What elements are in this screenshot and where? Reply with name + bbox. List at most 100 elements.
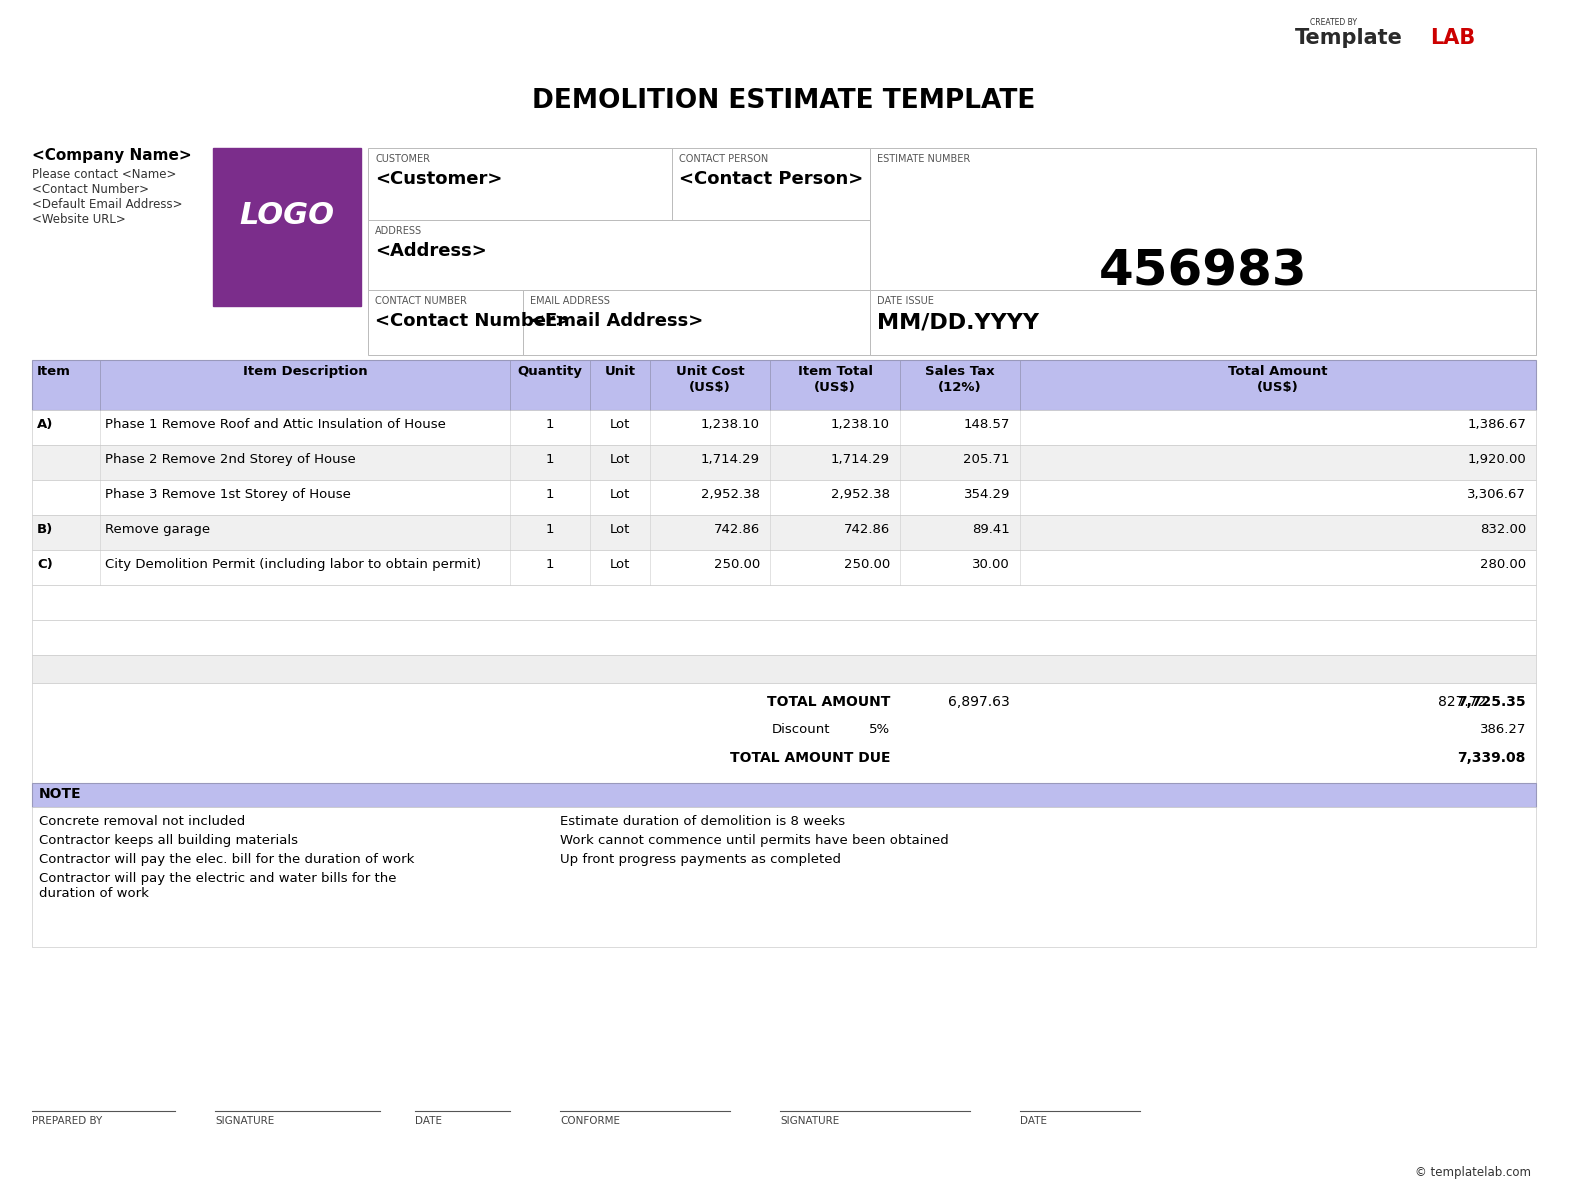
Bar <box>31 807 1536 947</box>
Text: <Contact Number>: <Contact Number> <box>375 312 570 330</box>
Bar <box>31 550 1536 585</box>
Text: TOTAL AMOUNT DUE: TOTAL AMOUNT DUE <box>730 752 890 765</box>
Text: Lot: Lot <box>610 453 631 466</box>
Text: 250.00: 250.00 <box>714 559 759 570</box>
Text: Item: Item <box>38 364 71 378</box>
Text: Item Description: Item Description <box>243 364 367 378</box>
Text: <Company Name>: <Company Name> <box>31 148 191 163</box>
Bar <box>31 445 1536 480</box>
Text: DATE ISSUE: DATE ISSUE <box>877 297 934 306</box>
Text: Contractor will pay the electric and water bills for the
duration of work: Contractor will pay the electric and wat… <box>39 872 397 900</box>
Text: <Email Address>: <Email Address> <box>530 312 703 330</box>
Bar <box>31 655 1536 682</box>
Text: Estimate duration of demolition is 8 weeks: Estimate duration of demolition is 8 wee… <box>560 815 846 828</box>
Text: ESTIMATE NUMBER: ESTIMATE NUMBER <box>877 154 970 164</box>
Text: 1,386.67: 1,386.67 <box>1467 418 1527 431</box>
Bar <box>672 148 869 220</box>
Text: Remove garage: Remove garage <box>105 523 210 536</box>
Text: Unit: Unit <box>604 364 635 378</box>
Text: 2,952.38: 2,952.38 <box>832 488 890 501</box>
Text: <Address>: <Address> <box>375 242 486 260</box>
Text: SIGNATURE: SIGNATURE <box>780 1116 839 1125</box>
Text: 205.71: 205.71 <box>963 453 1010 466</box>
Text: Phase 3 Remove 1st Storey of House: Phase 3 Remove 1st Storey of House <box>105 488 351 501</box>
Text: 386.27: 386.27 <box>1480 723 1527 736</box>
Bar <box>369 289 522 355</box>
Text: CONFORME: CONFORME <box>560 1116 620 1125</box>
Text: A): A) <box>38 418 53 431</box>
Text: 148.57: 148.57 <box>963 418 1010 431</box>
Text: 1,920.00: 1,920.00 <box>1467 453 1527 466</box>
Text: 742.86: 742.86 <box>844 523 890 536</box>
Text: DATE: DATE <box>1020 1116 1047 1125</box>
Text: 280.00: 280.00 <box>1480 559 1527 570</box>
Text: 1,714.29: 1,714.29 <box>832 453 890 466</box>
Text: 30.00: 30.00 <box>973 559 1010 570</box>
Text: LOGO: LOGO <box>240 200 334 230</box>
Bar <box>31 480 1536 515</box>
Text: Lot: Lot <box>610 418 631 431</box>
Text: Phase 1 Remove Roof and Attic Insulation of House: Phase 1 Remove Roof and Attic Insulation… <box>105 418 446 431</box>
Text: Discount: Discount <box>772 723 830 736</box>
Text: 1: 1 <box>546 559 554 570</box>
Text: 1: 1 <box>546 488 554 501</box>
Text: MM/DD.YYYY: MM/DD.YYYY <box>877 312 1039 332</box>
Text: ADDRESS: ADDRESS <box>375 226 422 236</box>
Bar <box>31 682 1536 782</box>
Text: Contractor keeps all building materials: Contractor keeps all building materials <box>39 834 298 847</box>
Bar <box>31 360 1536 410</box>
Text: Lot: Lot <box>610 559 631 570</box>
Text: 7,339.08: 7,339.08 <box>1458 752 1527 765</box>
Text: 1,714.29: 1,714.29 <box>701 453 759 466</box>
Text: 742.86: 742.86 <box>714 523 759 536</box>
Text: C): C) <box>38 559 53 570</box>
Text: CUSTOMER: CUSTOMER <box>375 154 430 164</box>
Text: <Customer>: <Customer> <box>375 170 502 188</box>
Text: Contractor will pay the elec. bill for the duration of work: Contractor will pay the elec. bill for t… <box>39 853 414 866</box>
Bar <box>31 621 1536 655</box>
Text: 1,238.10: 1,238.10 <box>701 418 759 431</box>
Text: Phase 2 Remove 2nd Storey of House: Phase 2 Remove 2nd Storey of House <box>105 453 356 466</box>
Text: EMAIL ADDRESS: EMAIL ADDRESS <box>530 297 610 306</box>
Text: <Default Email Address>: <Default Email Address> <box>31 198 182 211</box>
Text: 827.72: 827.72 <box>1437 696 1486 709</box>
Text: PREPARED BY: PREPARED BY <box>31 1116 102 1125</box>
Text: Lot: Lot <box>610 488 631 501</box>
Text: 89.41: 89.41 <box>973 523 1010 536</box>
Text: Lot: Lot <box>610 523 631 536</box>
Text: 1: 1 <box>546 453 554 466</box>
Text: NOTE: NOTE <box>39 787 82 802</box>
Text: © templatelab.com: © templatelab.com <box>1415 1166 1531 1179</box>
Bar <box>369 148 672 220</box>
Text: CONTACT PERSON: CONTACT PERSON <box>679 154 769 164</box>
Text: 3,306.67: 3,306.67 <box>1467 488 1527 501</box>
Text: 354.29: 354.29 <box>963 488 1010 501</box>
Text: Please contact <Name>: Please contact <Name> <box>31 168 176 181</box>
Text: Work cannot commence until permits have been obtained: Work cannot commence until permits have … <box>560 834 949 847</box>
Text: 832.00: 832.00 <box>1480 523 1527 536</box>
Text: 1,238.10: 1,238.10 <box>832 418 890 431</box>
Text: Unit Cost
(US$): Unit Cost (US$) <box>676 364 744 393</box>
Text: 7,725.35: 7,725.35 <box>1458 696 1527 709</box>
Bar <box>869 289 1536 355</box>
Text: Concrete removal not included: Concrete removal not included <box>39 815 245 828</box>
Text: 6,897.63: 6,897.63 <box>948 696 1010 709</box>
Text: Quantity: Quantity <box>518 364 582 378</box>
Bar <box>31 585 1536 621</box>
Text: City Demolition Permit (including labor to obtain permit): City Demolition Permit (including labor … <box>105 559 482 570</box>
Text: <Contact Number>: <Contact Number> <box>31 183 149 197</box>
Bar <box>522 289 869 355</box>
Text: 1: 1 <box>546 418 554 431</box>
Text: 1: 1 <box>546 523 554 536</box>
Text: CONTACT NUMBER: CONTACT NUMBER <box>375 297 468 306</box>
Text: 5%: 5% <box>869 723 890 736</box>
Text: Template: Template <box>1294 29 1403 48</box>
Text: DEMOLITION ESTIMATE TEMPLATE: DEMOLITION ESTIMATE TEMPLATE <box>532 88 1036 114</box>
Bar <box>31 410 1536 445</box>
Text: Item Total
(US$): Item Total (US$) <box>797 364 872 393</box>
Text: TOTAL AMOUNT: TOTAL AMOUNT <box>767 696 890 709</box>
Bar <box>869 148 1536 355</box>
Text: Total Amount
(US$): Total Amount (US$) <box>1229 364 1327 393</box>
Text: 250.00: 250.00 <box>844 559 890 570</box>
Text: DATE: DATE <box>414 1116 442 1125</box>
